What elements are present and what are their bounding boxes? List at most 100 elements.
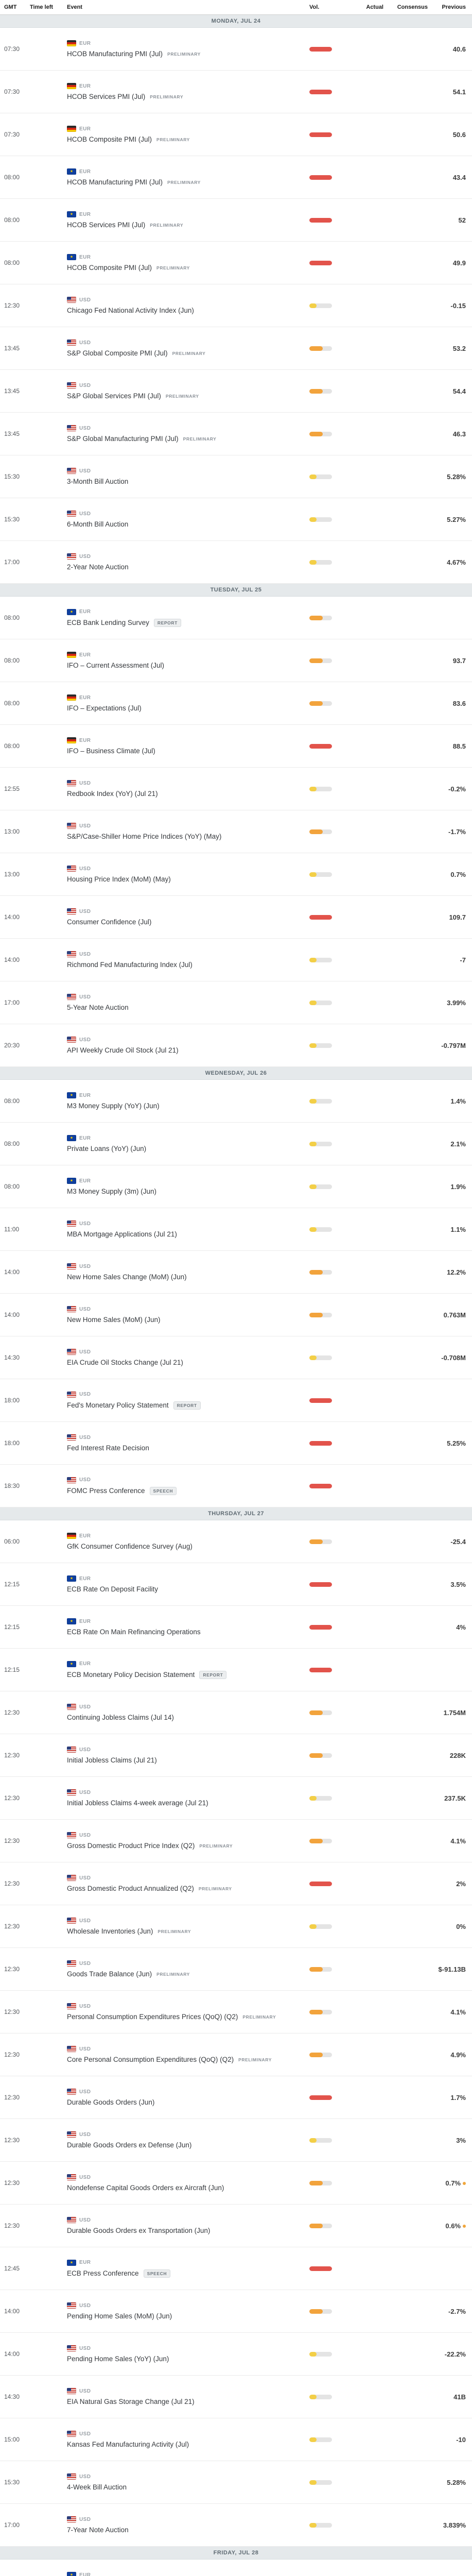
event-row[interactable]: 08:00 EUR ECB Bank Lending Survey REPORT xyxy=(0,597,472,639)
event-row[interactable]: 14:00 USD Richmond Fed Manufacturing Ind… xyxy=(0,939,472,981)
event-row[interactable]: 13:45 USD S&P Global Manufacturing PMI (… xyxy=(0,413,472,455)
event-row[interactable]: 08:00 EUR HCOB Manufacturing PMI (Jul) P… xyxy=(0,156,472,199)
event-row[interactable]: 07:30 EUR HCOB Composite PMI (Jul) PRELI… xyxy=(0,113,472,156)
event-row[interactable]: 12:30 USD Durable Goods Orders ex Transp… xyxy=(0,2205,472,2247)
event-row[interactable]: 17:00 USD 5-Year Note Auction 3.99% xyxy=(0,981,472,1024)
event-row[interactable]: 14:00 USD Pending Home Sales (MoM) (Jun)… xyxy=(0,2290,472,2333)
event-name-link[interactable]: API Weekly Crude Oil Stock (Jul 21) xyxy=(67,1046,179,1054)
event-name-link[interactable]: Goods Trade Balance (Jun) xyxy=(67,1970,152,1978)
event-name-link[interactable]: Personal Consumption Expenditures Prices… xyxy=(67,2013,238,2021)
event-name-link[interactable]: Wholesale Inventories (Jun) xyxy=(67,1927,153,1935)
event-name-link[interactable]: Pending Home Sales (YoY) (Jun) xyxy=(67,2355,169,2363)
event-row[interactable]: 09:00 EUR Services Sentiment (Jul) 5.7 xyxy=(0,2560,472,2576)
event-name-link[interactable]: 5-Year Note Auction xyxy=(67,1004,129,1011)
event-name-link[interactable]: 6-Month Bill Auction xyxy=(67,520,129,528)
event-name-link[interactable]: M3 Money Supply (3m) (Jun) xyxy=(67,1188,157,1195)
event-name-link[interactable]: Durable Goods Orders ex Transportation (… xyxy=(67,2227,211,2234)
event-row[interactable]: 13:00 USD S&P/Case-Shiller Home Price In… xyxy=(0,810,472,853)
event-name-link[interactable]: Housing Price Index (MoM) (May) xyxy=(67,875,171,883)
event-name-link[interactable]: ECB Rate On Main Refinancing Operations xyxy=(67,1628,201,1636)
event-name-link[interactable]: HCOB Manufacturing PMI (Jul) xyxy=(67,50,163,58)
event-row[interactable]: 12:30 USD Initial Jobless Claims (Jul 21… xyxy=(0,1734,472,1777)
event-name-link[interactable]: Chicago Fed National Activity Index (Jun… xyxy=(67,307,194,314)
event-row[interactable]: 12:30 USD Durable Goods Orders (Jun) 1.7… xyxy=(0,2076,472,2119)
event-row[interactable]: 12:30 USD Gross Domestic Product Annuali… xyxy=(0,1862,472,1905)
event-row[interactable]: 14:00 USD Pending Home Sales (YoY) (Jun)… xyxy=(0,2333,472,2376)
event-row[interactable]: 12:30 USD Personal Consumption Expenditu… xyxy=(0,1991,472,2033)
event-name-link[interactable]: Fed Interest Rate Decision xyxy=(67,1444,149,1452)
event-row[interactable]: 12:45 EUR ECB Press Conference SPEECH xyxy=(0,2247,472,2290)
event-row[interactable]: 12:30 USD Initial Jobless Claims 4-week … xyxy=(0,1777,472,1820)
event-row[interactable]: 13:00 USD Housing Price Index (MoM) (May… xyxy=(0,853,472,896)
event-row[interactable]: 18:00 USD Fed's Monetary Policy Statemen… xyxy=(0,1379,472,1422)
event-row[interactable]: 12:30 USD Durable Goods Orders ex Defens… xyxy=(0,2119,472,2162)
event-name-link[interactable]: Fed's Monetary Policy Statement xyxy=(67,1401,169,1409)
event-row[interactable]: 08:00 EUR IFO – Expectations (Jul) 83.6 xyxy=(0,682,472,725)
event-row[interactable]: 14:30 USD EIA Crude Oil Stocks Change (J… xyxy=(0,1336,472,1379)
event-row[interactable]: 14:00 USD New Home Sales Change (MoM) (J… xyxy=(0,1251,472,1294)
event-name-link[interactable]: M3 Money Supply (YoY) (Jun) xyxy=(67,1102,160,1110)
event-name-link[interactable]: 7-Year Note Auction xyxy=(67,2526,129,2534)
event-name-link[interactable]: Nondefense Capital Goods Orders ex Aircr… xyxy=(67,2184,224,2192)
event-row[interactable]: 15:30 USD 4-Week Bill Auction 5.28% xyxy=(0,2461,472,2504)
event-row[interactable]: 12:55 USD Redbook Index (YoY) (Jul 21) -… xyxy=(0,768,472,810)
event-name-link[interactable]: Durable Goods Orders ex Defense (Jun) xyxy=(67,2141,192,2149)
event-name-link[interactable]: Pending Home Sales (MoM) (Jun) xyxy=(67,2312,172,2320)
event-name-link[interactable]: New Home Sales (MoM) (Jun) xyxy=(67,1316,161,1324)
event-row[interactable]: 08:00 EUR HCOB Services PMI (Jul) PRELIM… xyxy=(0,199,472,242)
event-row[interactable]: 07:30 EUR HCOB Services PMI (Jul) PRELIM… xyxy=(0,71,472,113)
event-name-link[interactable]: Durable Goods Orders (Jun) xyxy=(67,2098,155,2106)
event-row[interactable]: 12:30 USD Goods Trade Balance (Jun) PREL… xyxy=(0,1948,472,1991)
event-name-link[interactable]: S&P Global Manufacturing PMI (Jul) xyxy=(67,435,179,443)
event-name-link[interactable]: MBA Mortgage Applications (Jul 21) xyxy=(67,1230,177,1238)
event-name-link[interactable]: Kansas Fed Manufacturing Activity (Jul) xyxy=(67,2441,189,2448)
event-row[interactable]: 14:30 USD EIA Natural Gas Storage Change… xyxy=(0,2376,472,2418)
event-row[interactable]: 12:15 EUR ECB Rate On Main Refinancing O… xyxy=(0,1606,472,1649)
event-name-link[interactable]: ECB Rate On Deposit Facility xyxy=(67,1585,159,1593)
event-row[interactable]: 17:00 USD 7-Year Note Auction 3.839% xyxy=(0,2504,472,2547)
event-row[interactable]: 12:15 EUR ECB Monetary Policy Decision S… xyxy=(0,1649,472,1691)
event-name-link[interactable]: EIA Natural Gas Storage Change (Jul 21) xyxy=(67,2398,195,2405)
event-name-link[interactable]: Consumer Confidence (Jul) xyxy=(67,918,152,926)
event-row[interactable]: 15:30 USD 6-Month Bill Auction 5.27% xyxy=(0,498,472,541)
event-name-link[interactable]: New Home Sales Change (MoM) (Jun) xyxy=(67,1273,187,1281)
event-row[interactable]: 08:00 EUR M3 Money Supply (3m) (Jun) 1.9… xyxy=(0,1165,472,1208)
event-row[interactable]: 08:00 EUR IFO – Business Climate (Jul) 8… xyxy=(0,725,472,768)
event-row[interactable]: 08:00 EUR M3 Money Supply (YoY) (Jun) 1.… xyxy=(0,1080,472,1123)
event-row[interactable]: 13:45 USD S&P Global Services PMI (Jul) … xyxy=(0,370,472,413)
event-row[interactable]: 14:00 USD New Home Sales (MoM) (Jun) 0.7… xyxy=(0,1294,472,1336)
event-name-link[interactable]: HCOB Services PMI (Jul) xyxy=(67,221,146,229)
event-row[interactable]: 06:00 EUR GfK Consumer Confidence Survey… xyxy=(0,1520,472,1563)
event-name-link[interactable]: HCOB Composite PMI (Jul) xyxy=(67,135,152,143)
event-name-link[interactable]: IFO – Business Climate (Jul) xyxy=(67,747,155,755)
event-row[interactable]: 12:15 EUR ECB Rate On Deposit Facility 3… xyxy=(0,1563,472,1606)
event-row[interactable]: 12:30 USD Chicago Fed National Activity … xyxy=(0,284,472,327)
event-name-link[interactable]: IFO – Current Assessment (Jul) xyxy=(67,662,165,669)
event-name-link[interactable]: HCOB Services PMI (Jul) xyxy=(67,93,146,100)
event-row[interactable]: 15:30 USD 3-Month Bill Auction 5.28% xyxy=(0,455,472,498)
event-name-link[interactable]: Richmond Fed Manufacturing Index (Jul) xyxy=(67,961,193,969)
event-row[interactable]: 17:00 USD 2-Year Note Auction 4.67% xyxy=(0,541,472,584)
event-name-link[interactable]: Initial Jobless Claims 4-week average (J… xyxy=(67,1799,208,1807)
event-name-link[interactable]: 4-Week Bill Auction xyxy=(67,2483,127,2491)
event-row[interactable]: 12:30 USD Nondefense Capital Goods Order… xyxy=(0,2162,472,2205)
event-row[interactable]: 12:30 USD Wholesale Inventories (Jun) PR… xyxy=(0,1905,472,1948)
event-row[interactable]: 07:30 EUR HCOB Manufacturing PMI (Jul) P… xyxy=(0,28,472,71)
event-name-link[interactable]: S&P Global Composite PMI (Jul) xyxy=(67,349,168,357)
event-name-link[interactable]: 2-Year Note Auction xyxy=(67,563,129,571)
event-row[interactable]: 18:00 USD Fed Interest Rate Decision 5.2… xyxy=(0,1422,472,1465)
event-name-link[interactable]: Private Loans (YoY) (Jun) xyxy=(67,1145,147,1153)
event-name-link[interactable]: 3-Month Bill Auction xyxy=(67,478,129,485)
event-name-link[interactable]: HCOB Composite PMI (Jul) xyxy=(67,264,152,272)
event-name-link[interactable]: EIA Crude Oil Stocks Change (Jul 21) xyxy=(67,1359,183,1366)
event-row[interactable]: 08:00 EUR IFO – Current Assessment (Jul)… xyxy=(0,639,472,682)
event-row[interactable]: 12:30 USD Gross Domestic Product Price I… xyxy=(0,1820,472,1862)
event-name-link[interactable]: HCOB Manufacturing PMI (Jul) xyxy=(67,178,163,186)
event-name-link[interactable]: ECB Bank Lending Survey xyxy=(67,619,149,626)
event-name-link[interactable]: ECB Monetary Policy Decision Statement xyxy=(67,1671,195,1679)
event-row[interactable]: 20:30 USD API Weekly Crude Oil Stock (Ju… xyxy=(0,1024,472,1067)
event-row[interactable]: 12:30 USD Core Personal Consumption Expe… xyxy=(0,2033,472,2076)
event-name-link[interactable]: IFO – Expectations (Jul) xyxy=(67,704,142,712)
event-row[interactable]: 11:00 USD MBA Mortgage Applications (Jul… xyxy=(0,1208,472,1251)
event-row[interactable]: 12:30 USD Continuing Jobless Claims (Jul… xyxy=(0,1691,472,1734)
